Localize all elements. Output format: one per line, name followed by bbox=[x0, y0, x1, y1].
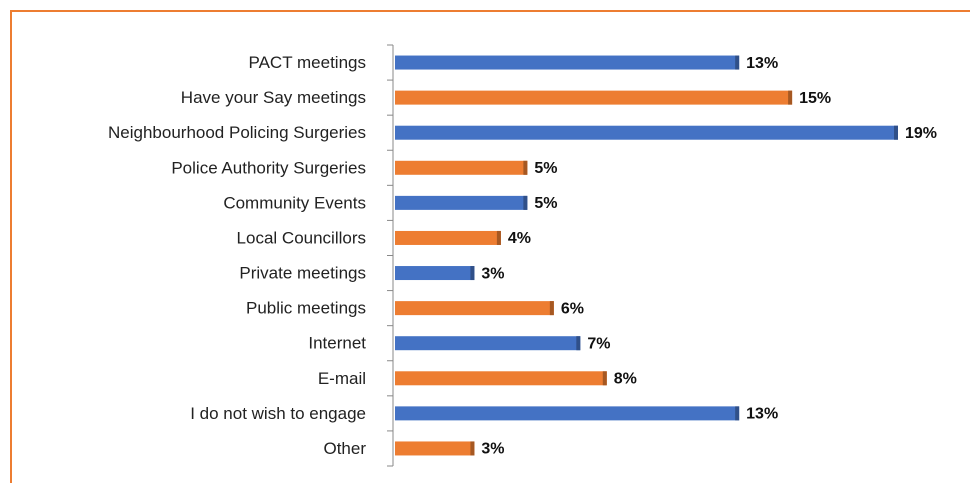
bar bbox=[395, 336, 581, 351]
value-label: 5% bbox=[534, 195, 557, 212]
bar bbox=[395, 371, 607, 386]
category-label: Other bbox=[323, 439, 366, 458]
category-label: E-mail bbox=[318, 369, 366, 388]
category-label: Internet bbox=[308, 334, 366, 353]
category-label: Public meetings bbox=[246, 299, 366, 318]
value-label: 8% bbox=[614, 371, 637, 388]
bar bbox=[395, 406, 740, 421]
category-label: PACT meetings bbox=[249, 53, 366, 72]
bar-end bbox=[549, 301, 554, 316]
value-label: 3% bbox=[481, 265, 504, 282]
value-label: 4% bbox=[508, 230, 531, 247]
value-label: 6% bbox=[561, 300, 584, 317]
bar bbox=[395, 160, 528, 175]
bar bbox=[395, 441, 475, 456]
bar bbox=[395, 55, 740, 70]
value-label: 13% bbox=[746, 55, 778, 72]
bar-end bbox=[735, 55, 740, 70]
category-label: Neighbourhood Policing Surgeries bbox=[108, 123, 366, 142]
bar bbox=[395, 266, 475, 281]
value-label: 15% bbox=[799, 90, 831, 107]
bar bbox=[395, 230, 501, 245]
bar-end bbox=[523, 160, 528, 175]
bar-end bbox=[894, 125, 898, 140]
bar-end bbox=[602, 371, 607, 386]
bar-end bbox=[523, 195, 528, 210]
bar bbox=[395, 125, 898, 140]
bar-end bbox=[788, 90, 793, 105]
category-label: Police Authority Surgeries bbox=[171, 158, 366, 177]
bar bbox=[395, 195, 528, 210]
bar bbox=[395, 90, 793, 105]
bar bbox=[395, 301, 554, 316]
bar-end bbox=[496, 230, 501, 245]
value-label: 3% bbox=[481, 441, 504, 458]
bar-end bbox=[735, 406, 740, 421]
category-label: Local Councillors bbox=[237, 228, 366, 247]
bar-end bbox=[470, 266, 475, 281]
value-label: 7% bbox=[587, 335, 610, 352]
bar-end bbox=[576, 336, 581, 351]
value-label: 13% bbox=[746, 406, 778, 423]
category-label: I do not wish to engage bbox=[190, 404, 366, 423]
category-label: Have your Say meetings bbox=[181, 88, 366, 107]
category-label: Private meetings bbox=[239, 264, 366, 283]
bar-end bbox=[470, 441, 475, 456]
value-label: 19% bbox=[905, 125, 937, 142]
value-label: 5% bbox=[534, 160, 557, 177]
category-label: Community Events bbox=[223, 193, 366, 212]
